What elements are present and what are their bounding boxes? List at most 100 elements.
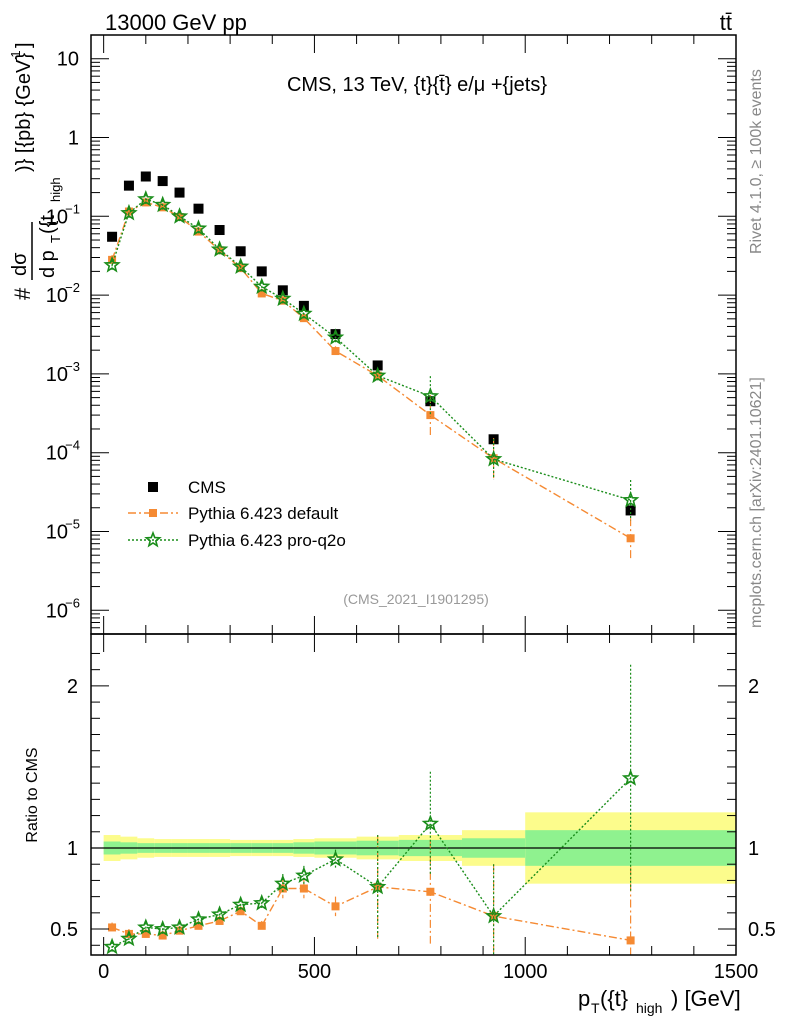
point-1-1 — [124, 207, 133, 216]
xlabel-sub-high: high — [636, 1000, 662, 1016]
point-0-1 — [123, 180, 134, 191]
header-left: 13000 GeV pp — [105, 10, 247, 35]
ratio-point-0-13 — [426, 887, 435, 896]
point-2-13 — [421, 387, 440, 404]
series-line-1 — [111, 201, 631, 539]
point-1-8 — [257, 289, 266, 298]
ylabel-tail: )} [{pb} {GeV} — [13, 53, 35, 172]
ratio-ytick-label: 2 — [67, 676, 78, 698]
point-2-11 — [326, 328, 345, 345]
point-0-3 — [157, 176, 168, 187]
point-2-1 — [120, 203, 138, 221]
ratio-point-0-5 — [194, 921, 203, 930]
point-1-9 — [278, 296, 287, 305]
legend-marker-2 — [144, 530, 162, 548]
ylabel-close: ] — [13, 42, 35, 48]
ylabel-frac-num: dσ — [9, 252, 31, 276]
xtick-label: 1000 — [503, 961, 548, 983]
ytick-label: 10 — [57, 49, 79, 71]
point-2-7 — [231, 257, 250, 275]
ytick-exp: −2 — [65, 280, 80, 295]
point-0-2 — [140, 171, 151, 182]
ratio-point-1-1 — [120, 929, 138, 947]
point-1-15 — [626, 534, 635, 543]
main-panel — [103, 171, 640, 559]
xlabel-tail: ) [GeV] — [671, 986, 741, 1011]
point-2-8 — [252, 277, 271, 295]
ratio-point-1-10 — [295, 866, 313, 884]
ratio-frame — [90, 633, 737, 956]
point-0-8 — [256, 266, 267, 277]
ratio-point-1-4 — [170, 918, 189, 935]
ylabel-exp: -1 — [8, 50, 23, 62]
xlabel-p: p — [578, 986, 590, 1011]
ratio-point-1-2 — [137, 918, 155, 935]
mcplots-label: mcplots.cern.ch [arXiv:2401.10621] — [748, 377, 765, 628]
ratio-panel — [91, 664, 736, 955]
point-2-0 — [103, 255, 121, 273]
ratio-point-0-8 — [257, 921, 266, 930]
point-0-4 — [174, 187, 185, 198]
ytick-label: 10 — [46, 443, 68, 465]
xtick-label: 0 — [98, 961, 109, 983]
ytick-label: 10 — [46, 285, 68, 307]
legend-marker-0 — [148, 482, 158, 492]
legend: CMS Pythia 6.423 default Pythia 6.423 pro-… — [128, 478, 346, 550]
point-2-15 — [621, 490, 640, 508]
ytick-exp: −5 — [65, 516, 80, 531]
ratio-point-1-15 — [621, 769, 640, 786]
point-0-6 — [214, 225, 225, 236]
ytick-label: 10 — [46, 364, 68, 386]
xtick-label: 500 — [298, 961, 331, 983]
ratio-point-1-6 — [210, 905, 229, 922]
ratio-ytick-label: 0.5 — [50, 919, 78, 941]
ratio-point-1-12 — [368, 877, 387, 895]
ytick-label: 10 — [46, 600, 68, 622]
ytick-exp: −6 — [65, 595, 80, 610]
ytick-label: 1 — [68, 128, 79, 150]
ytick-exp: −4 — [65, 438, 80, 453]
rivet-label: Rivet 4.1.0, ≥ 100k events — [748, 69, 765, 254]
main-ylabel: # dσ d p T ({t high )} [{pb} {GeV} -1 ] — [8, 42, 63, 300]
point-0-0 — [107, 231, 118, 242]
point-0-5 — [193, 203, 204, 214]
ratio-point-0-2 — [141, 929, 150, 938]
ratio-point-0-0 — [108, 923, 117, 932]
ylabel-hash: # — [10, 287, 35, 300]
ratio-ylabel: Ratio to CMS — [24, 747, 41, 842]
ratio-point-1-5 — [189, 910, 208, 927]
point-2-14 — [484, 449, 503, 467]
point-2-10 — [295, 304, 313, 322]
ratio-line-0 — [111, 886, 631, 942]
point-2-9 — [274, 289, 292, 307]
point-1-14 — [489, 454, 498, 463]
ratio-point-0-15 — [626, 936, 635, 945]
analysis-tag: (CMS_2021_I1901295) — [343, 591, 489, 607]
legend-label-2: Pythia 6.423 pro-q2o — [188, 531, 346, 550]
ratio-point-0-11 — [331, 902, 340, 911]
ratio-point-0-6 — [215, 916, 224, 925]
legend-label-0: CMS — [188, 478, 226, 497]
point-2-5 — [189, 219, 208, 236]
ytick-exp: −3 — [65, 359, 80, 374]
ratio-point-1-14 — [484, 906, 503, 924]
point-2-3 — [153, 195, 172, 213]
ratio-point-1-9 — [274, 874, 292, 892]
xlabel-mid: ({t} — [600, 986, 628, 1011]
point-2-4 — [170, 207, 189, 224]
ratio-point-1-3 — [153, 919, 172, 937]
ratio-point-1-7 — [231, 895, 250, 913]
ratio-point-0-10 — [299, 884, 308, 893]
ratio-ytick-label-right: 2 — [748, 676, 759, 698]
xlabel-sub-t: T — [591, 1000, 600, 1016]
point-2-6 — [210, 240, 229, 257]
xtick-label: 1500 — [714, 961, 759, 983]
point-0-12 — [372, 360, 383, 371]
chart-title: CMS, 13 TeV, {t}{t̄} e/μ +{jets} — [287, 74, 547, 96]
ytick-label: 10 — [46, 206, 68, 228]
series-line-2 — [111, 198, 631, 501]
ratio-point-1-13 — [421, 814, 440, 832]
point-1-11 — [331, 347, 340, 356]
ratio-point-0-3 — [158, 931, 167, 940]
ratio-ytick-label-right: 0.5 — [748, 919, 776, 941]
